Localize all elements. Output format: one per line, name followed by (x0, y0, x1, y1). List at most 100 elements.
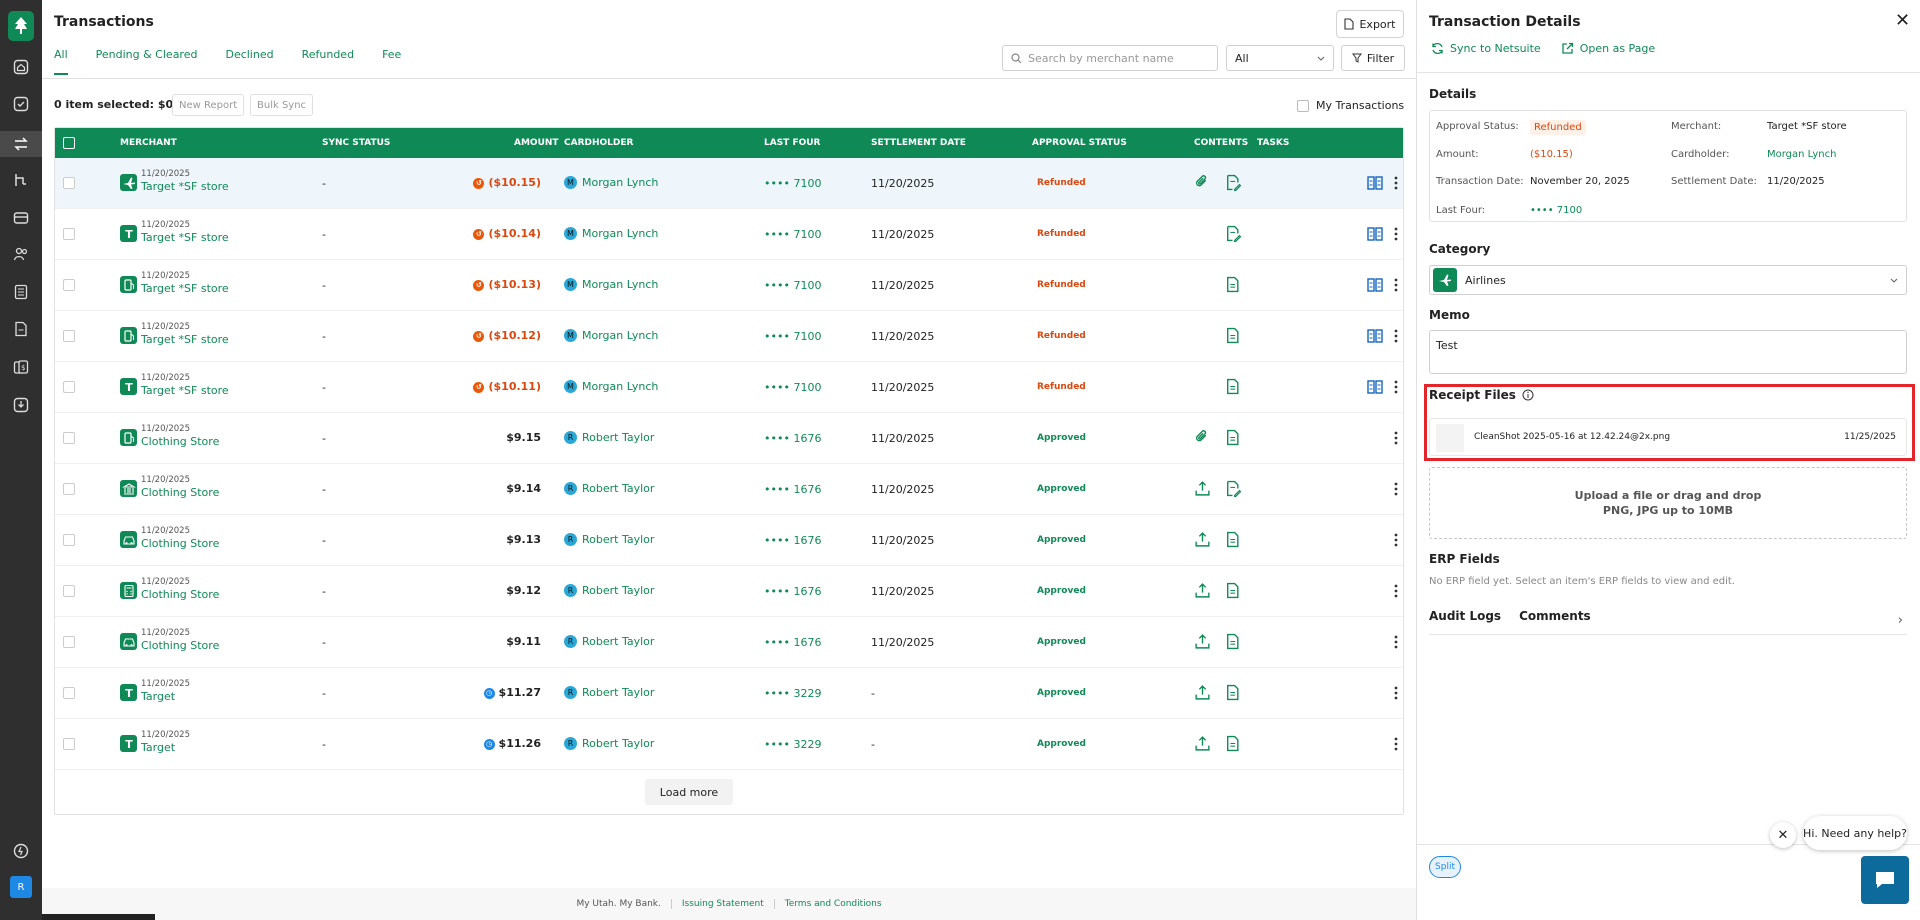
receipt-icon[interactable] (1224, 735, 1241, 752)
table-row[interactable]: 11/20/2025 Target *SF store - ↺ ($10.15) M Mor… (55, 158, 1403, 209)
receipt-edit-icon[interactable] (1224, 174, 1241, 191)
download-icon[interactable] (10, 394, 32, 416)
row-checkbox[interactable] (63, 636, 75, 648)
table-row[interactable]: T 11/20/2025 Target - ◷ $11.26 R Robert Taylor •… (55, 719, 1403, 770)
export-button[interactable]: Export (1336, 10, 1404, 38)
col-merchant[interactable]: MERCHANT (120, 138, 177, 148)
merchant-name[interactable]: Clothing Store (141, 639, 220, 652)
more-options-icon[interactable] (1394, 430, 1398, 446)
col-approval-status[interactable]: APPROVAL STATUS (1032, 138, 1127, 148)
merchant-name[interactable]: Target *SF store (141, 231, 229, 244)
receipt-icon[interactable] (1224, 684, 1241, 701)
merchant-name[interactable]: Target (141, 690, 176, 703)
cardholder-cell[interactable]: M Morgan Lynch (564, 176, 658, 189)
table-row[interactable]: 11/20/2025 Clothing Store - $9.11 R Robert Ta… (55, 617, 1403, 668)
receipt-icon[interactable] (1224, 531, 1241, 548)
chat-launcher-button[interactable] (1861, 856, 1909, 904)
receipt-file-row[interactable]: CleanShot 2025-05-16 at 12.42.24@2x.png … (1429, 418, 1907, 456)
table-row[interactable]: 11/20/2025 Clothing Store - $9.15 R Robert Ta… (55, 413, 1403, 464)
audit-logs-tab[interactable]: Audit Logs (1429, 609, 1502, 623)
row-checkbox[interactable] (63, 330, 75, 342)
table-row[interactable]: 11/20/2025 Target *SF store - ↺ ($10.13) M Mor… (55, 260, 1403, 311)
select-all-checkbox[interactable] (63, 137, 75, 149)
col-settlement-date[interactable]: SETTLEMENT DATE (871, 138, 966, 148)
attachment-icon[interactable] (1194, 429, 1211, 446)
upload-icon[interactable] (1194, 582, 1211, 599)
receipt-thumbnail[interactable] (1436, 424, 1464, 452)
row-checkbox[interactable] (63, 585, 75, 597)
receipt-icon[interactable] (1224, 378, 1241, 395)
cardholder-cell[interactable]: R Robert Taylor (564, 482, 654, 495)
chevron-right-icon[interactable]: › (1897, 613, 1903, 628)
more-options-icon[interactable] (1394, 685, 1398, 701)
col-last-four[interactable]: LAST FOUR (764, 138, 821, 148)
tab-fee[interactable]: Fee (382, 48, 402, 61)
chat-close-icon[interactable]: ✕ (1770, 822, 1796, 848)
transactions-icon[interactable] (0, 131, 42, 157)
cardholder-cell[interactable]: R Robert Taylor (564, 431, 654, 444)
receipt-upload-dropzone[interactable]: Upload a file or drag and drop PNG, JPG … (1429, 467, 1907, 539)
receipt-file-name[interactable]: CleanShot 2025-05-16 at 12.42.24@2x.png (1474, 432, 1671, 442)
table-row[interactable]: T 11/20/2025 Target *SF store - ↺ ($10.11) M Mo… (55, 362, 1403, 413)
row-checkbox[interactable] (63, 738, 75, 750)
split-view-icon[interactable] (1367, 380, 1383, 394)
more-options-icon[interactable] (1394, 532, 1398, 548)
status-select[interactable]: All (1226, 45, 1334, 71)
split-view-icon[interactable] (1367, 329, 1383, 343)
upload-icon[interactable] (1194, 684, 1211, 701)
my-transactions-checkbox[interactable] (1297, 99, 1309, 112)
help-icon[interactable] (10, 840, 32, 862)
table-row[interactable]: 11/20/2025 Clothing Store - $9.14 R Robert Ta… (55, 464, 1403, 515)
more-options-icon[interactable] (1394, 379, 1398, 395)
more-options-icon[interactable] (1394, 175, 1398, 191)
terms-link[interactable]: Terms and Conditions (784, 899, 882, 909)
more-options-icon[interactable] (1394, 328, 1398, 344)
upload-icon[interactable] (1194, 531, 1211, 548)
merchant-name[interactable]: Target *SF store (141, 180, 229, 193)
receipt-icon[interactable] (1224, 582, 1241, 599)
approvals-icon[interactable] (10, 93, 32, 115)
split-view-icon[interactable] (1367, 227, 1383, 241)
upload-icon[interactable] (1194, 633, 1211, 650)
merchant-name[interactable]: Target (141, 741, 176, 754)
merchant-name[interactable]: Target *SF store (141, 282, 229, 295)
more-options-icon[interactable] (1394, 226, 1398, 242)
receipt-icon[interactable] (1224, 276, 1241, 293)
load-more-button[interactable]: Load more (645, 779, 733, 805)
more-options-icon[interactable] (1394, 277, 1398, 293)
new-report-button[interactable]: New Report (172, 94, 245, 116)
merchant-search[interactable] (1002, 45, 1218, 71)
flows-icon[interactable] (10, 169, 32, 191)
table-row[interactable]: 11/20/2025 Clothing Store - $9.12 R Robert Ta… (55, 566, 1403, 617)
close-icon[interactable]: ✕ (1895, 10, 1911, 31)
tab-refunded[interactable]: Refunded (301, 48, 355, 61)
row-checkbox[interactable] (63, 483, 75, 495)
cardholder-cell[interactable]: M Morgan Lynch (564, 227, 658, 240)
tab-all[interactable]: All (54, 48, 68, 75)
my-transactions-toggle[interactable]: My Transactions (1297, 99, 1404, 112)
row-checkbox[interactable] (63, 177, 75, 189)
split-view-icon[interactable] (1367, 278, 1383, 292)
col-cardholder[interactable]: CARDHOLDER (564, 138, 634, 148)
row-checkbox[interactable] (63, 279, 75, 291)
bulk-sync-button[interactable]: Bulk Sync (250, 94, 314, 116)
row-checkbox[interactable] (63, 432, 75, 444)
receipt-edit-icon[interactable] (1224, 225, 1241, 242)
reports-icon[interactable] (10, 281, 32, 303)
merchant-name[interactable]: Target *SF store (141, 333, 229, 346)
filter-button[interactable]: Filter (1341, 45, 1405, 71)
info-icon[interactable] (1522, 389, 1534, 401)
row-checkbox[interactable] (63, 228, 75, 240)
cardholder-cell[interactable]: R Robert Taylor (564, 533, 654, 546)
receipt-icon[interactable] (1224, 327, 1241, 344)
more-options-icon[interactable] (1394, 634, 1398, 650)
chat-greeting[interactable]: Hi. Need any help? (1803, 816, 1907, 850)
attachment-icon[interactable] (1194, 174, 1211, 191)
tab-pending-cleared[interactable]: Pending & Cleared (95, 48, 198, 61)
col-amount[interactable]: AMOUNT (514, 138, 559, 148)
merchant-name[interactable]: Clothing Store (141, 537, 220, 550)
user-avatar[interactable]: R (10, 876, 32, 898)
app-logo-icon[interactable] (8, 11, 34, 41)
comments-tab[interactable]: Comments (1519, 609, 1591, 623)
row-checkbox[interactable] (63, 381, 75, 393)
